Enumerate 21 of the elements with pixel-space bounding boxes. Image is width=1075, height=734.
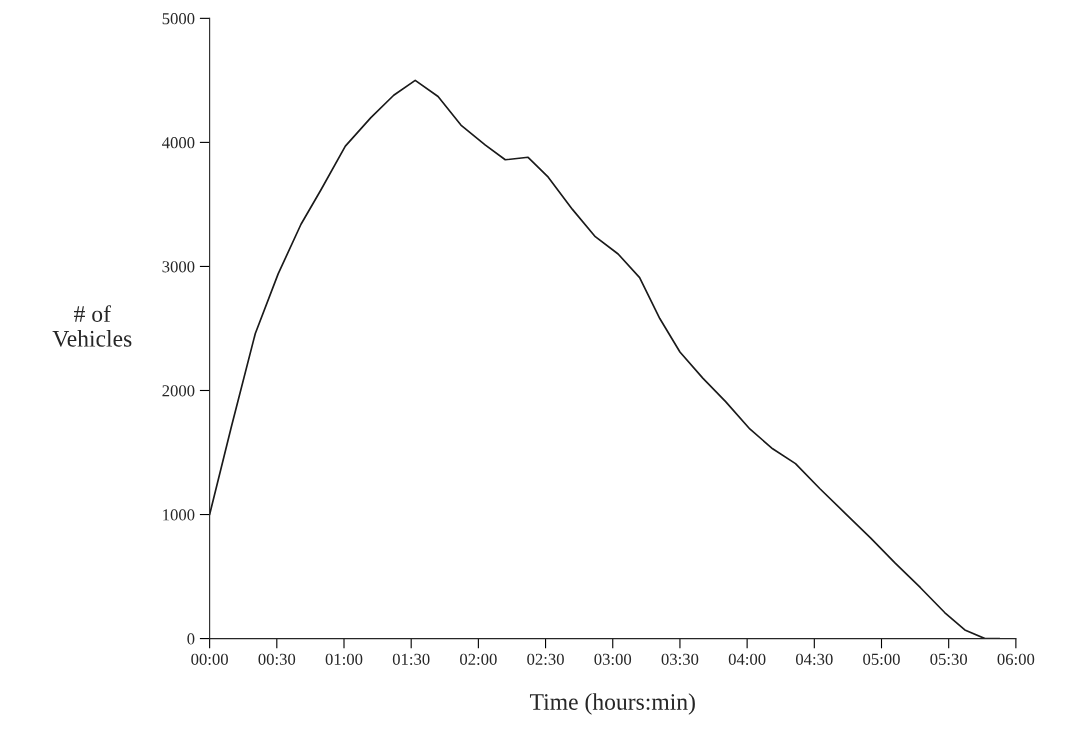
y-tick-label: 0 bbox=[187, 633, 195, 645]
x-tick-label: 03:30 bbox=[661, 653, 699, 665]
x-tick-label: 02:30 bbox=[527, 653, 564, 665]
y-tick-label: 2000 bbox=[162, 385, 195, 397]
x-tick-label: 03:00 bbox=[594, 653, 632, 665]
x-tick-label: 06:00 bbox=[997, 653, 1035, 665]
x-tick-label: 04:30 bbox=[795, 653, 833, 665]
x-axis-title: Time (hours:min) bbox=[529, 693, 695, 715]
x-tick-label: 05:30 bbox=[930, 653, 968, 665]
x-tick-label: 05:00 bbox=[863, 653, 900, 665]
x-tick-label: 04:00 bbox=[728, 653, 766, 665]
x-tick-label: 01:00 bbox=[325, 653, 363, 665]
x-tick-label: 02:00 bbox=[460, 653, 497, 665]
y-axis-title: # of Vehicles bbox=[52, 305, 132, 347]
x-tick-label: 00:30 bbox=[258, 653, 296, 665]
y-tick-label: 4000 bbox=[162, 137, 195, 149]
x-tick-label: 01:30 bbox=[392, 653, 430, 665]
y-tick-label: 1000 bbox=[163, 509, 195, 521]
y-tick-label: 5000 bbox=[162, 13, 195, 25]
x-tick-label: 00:00 bbox=[191, 653, 228, 665]
y-tick-label: 3000 bbox=[162, 261, 195, 273]
